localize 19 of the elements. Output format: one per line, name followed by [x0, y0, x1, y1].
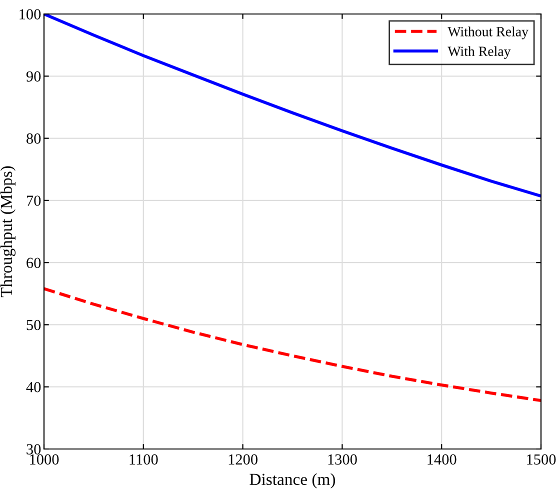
- y-tick-label: 30: [26, 444, 41, 454]
- y-tick-label: 90: [26, 71, 41, 82]
- y-tick-label: 40: [26, 382, 41, 392]
- y-tick-label: 80: [26, 133, 41, 144]
- x-tick-label: 1300: [328, 454, 357, 465]
- x-axis-title: Distance (m): [250, 473, 336, 488]
- x-tick-label: 1000: [30, 454, 59, 465]
- x-tick-label: 1100: [130, 454, 158, 465]
- y-tick-label: 100: [20, 9, 41, 20]
- y-tick-label: 50: [26, 320, 41, 330]
- y-tick-label: 60: [26, 258, 41, 268]
- x-tick-label: 1200: [228, 454, 258, 465]
- line-series: [44, 287, 541, 402]
- y-axis-title: Throughput (Mbps): [0, 166, 16, 298]
- y-tick-label: 70: [26, 196, 41, 206]
- x-tick-label: 1400: [428, 454, 456, 465]
- x-tick-label: 1500: [527, 454, 556, 465]
- legend-label: Without Relay: [448, 26, 528, 40]
- legend-label: With Relay: [448, 46, 511, 59]
